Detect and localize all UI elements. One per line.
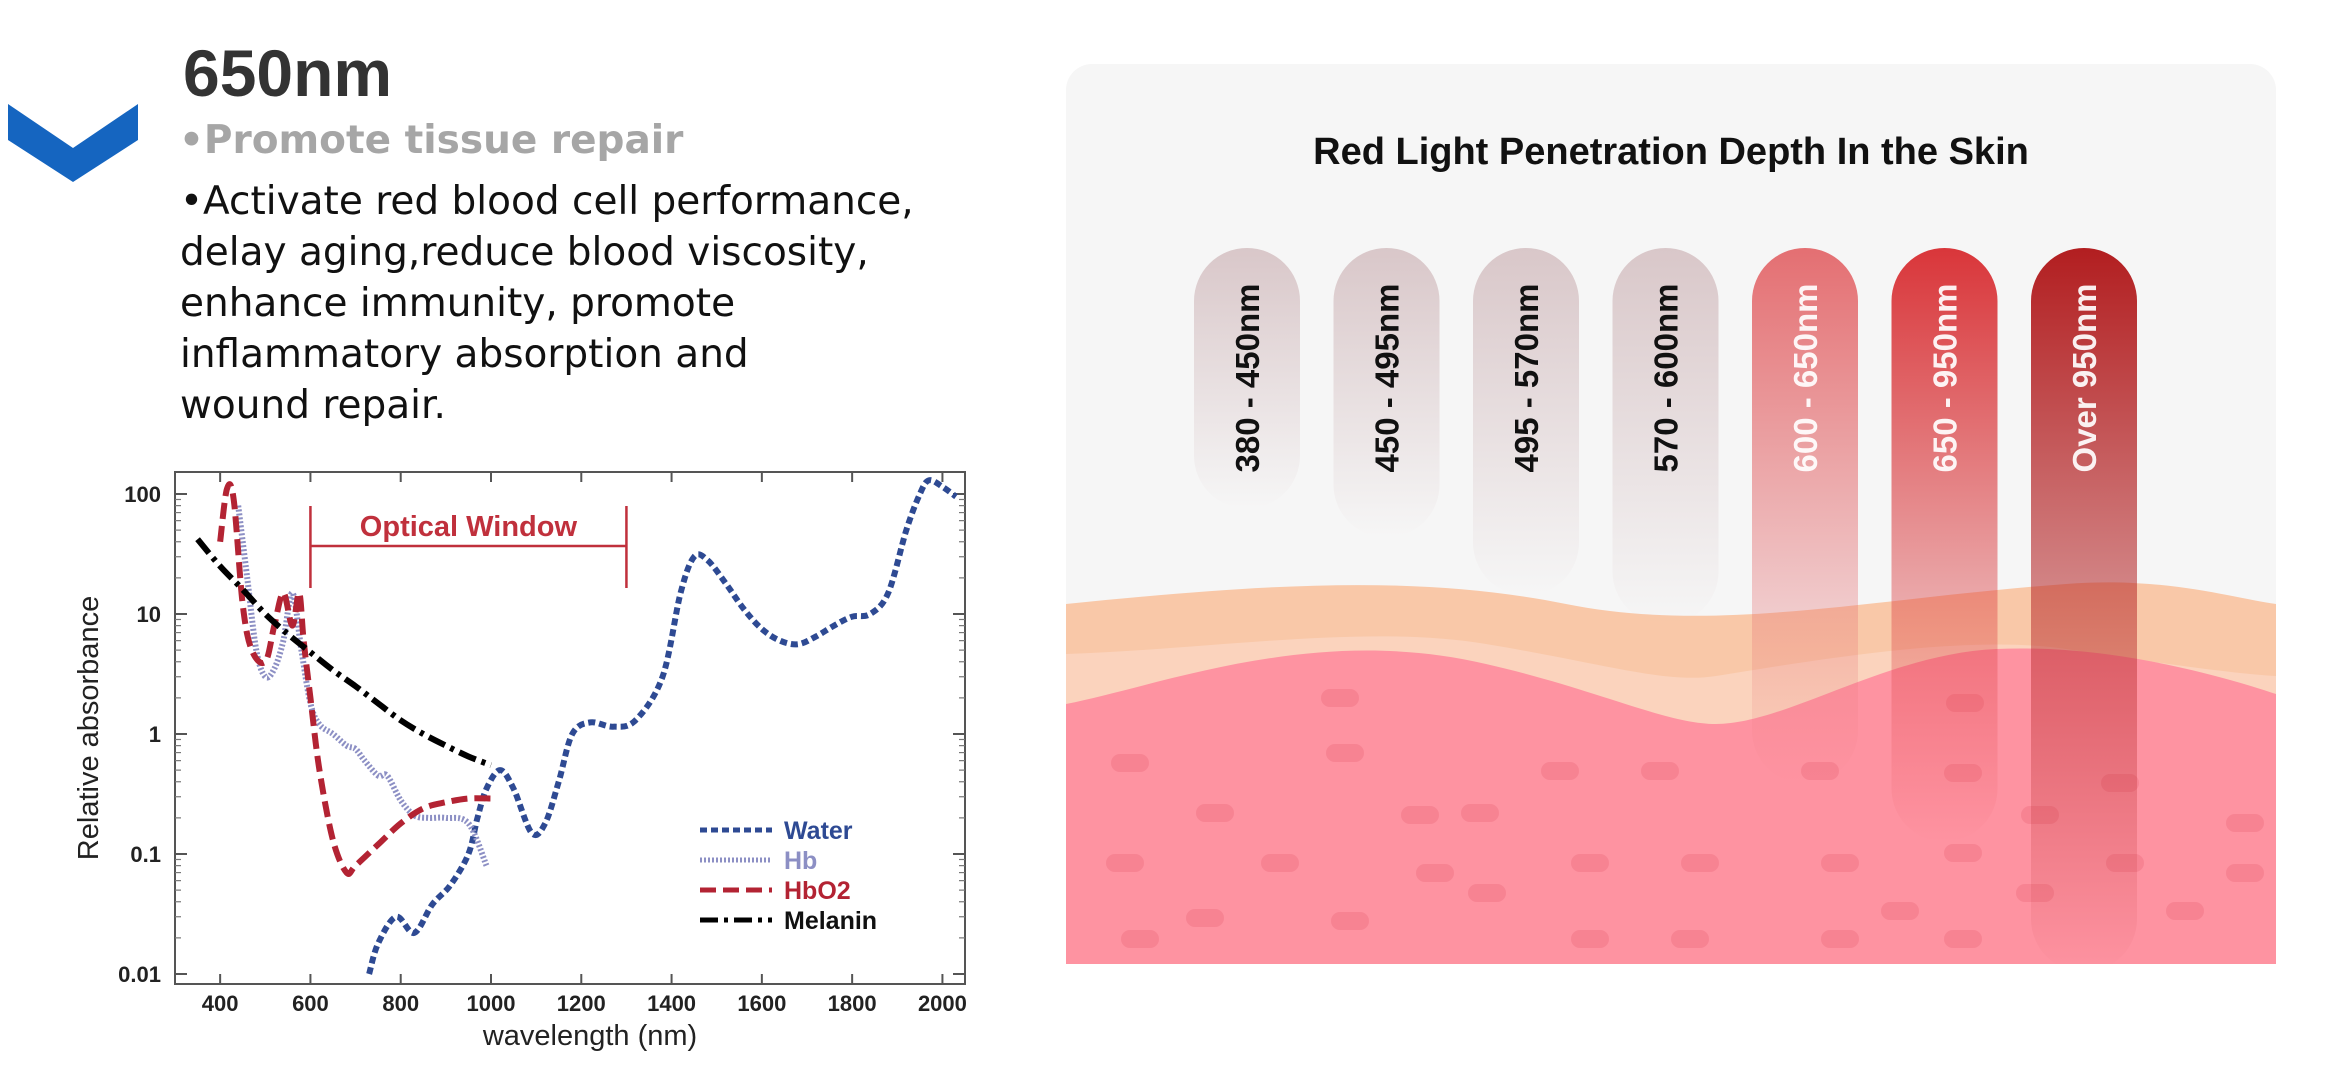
cell-blob [1106,854,1144,872]
y-tick-label: 1 [149,722,161,747]
depth-bar-label: 495 - 570nm [1508,284,1545,473]
cell-blob [1326,744,1364,762]
description: •Activate red blood cell performance, de… [180,176,940,431]
x-tick-label: 400 [202,991,239,1016]
x-tick-label: 800 [382,991,419,1016]
legend-label-melanin: Melanin [784,907,877,935]
depth-bar-label: 600 - 650nm [1787,284,1824,473]
cell-blob [1261,854,1299,872]
x-tick-label: 1000 [467,991,516,1016]
x-tick-label: 1600 [737,991,786,1016]
x-tick-label: 2000 [918,991,967,1016]
x-tick-labels: 400 600 800 1000 1200 1400 1600 1800 2000 [202,991,967,1016]
cell-blob [1196,804,1234,822]
tick-marks [175,472,965,984]
series-line-water [366,477,958,975]
plot-frame [174,471,966,985]
cell-blob [1321,689,1359,707]
cell-blob [1121,930,1159,948]
optical-window-annotation: Optical Window [309,506,628,588]
subtitle: •Promote tissue repair [179,118,684,163]
chevron-down-icon [8,104,138,182]
depth-bar [1194,248,1300,509]
legend-label-hbo2: HbO2 [784,877,851,905]
depth-bars: 380 - 450nm 450 - 495nm 495 - 570nm 570 - 6… [1194,248,2137,968]
cell-blob [1944,844,1982,862]
cell-blob [2226,864,2264,882]
cell-blob [1821,854,1859,872]
cell-blob [2166,902,2204,920]
x-tick-label: 1200 [557,991,606,1016]
y-axis-label: Relative absorbance [73,596,105,860]
depth-bar [1752,248,1858,784]
depth-bar [1612,248,1719,625]
cell-blob [1186,909,1224,927]
cell-blob [1881,902,1919,920]
y-tick-label: 10 [137,602,161,627]
y-tick-label: 100 [124,482,161,507]
wavelength-title: 650nm [183,36,393,110]
description-line: •Activate red blood cell performance, [180,179,914,224]
cell-blob [1681,854,1719,872]
depth-bar [1473,248,1579,596]
cell-blob [2226,814,2264,832]
x-tick-label: 1800 [828,991,877,1016]
cell-blob [1461,804,1499,822]
depth-bar-label: Over 950nm [2066,284,2103,473]
y-tick-labels: 100 10 1 0.1 0.01 [118,482,161,987]
description-line: wound repair. [180,383,446,428]
cell-blob [1541,762,1579,780]
depth-bar-label: 570 - 600nm [1648,284,1685,473]
cell-blob [1468,884,1506,902]
series-group [195,477,958,975]
cell-blob [1111,754,1149,772]
description-line: enhance immunity, promote [180,281,736,326]
cell-blob [1641,762,1679,780]
cell-blob [1671,930,1709,948]
penetration-depth-panel: Red Light Penetration Depth In the Skin … [1066,64,2276,968]
panel-bottom-fill [1066,964,2276,968]
y-tick-label: 0.01 [118,962,161,987]
depth-bar [2031,248,2137,968]
series-line-melanin [195,537,493,768]
cell-blob [1571,930,1609,948]
series-line-hb [235,505,490,867]
cell-blob [1331,912,1369,930]
cell-blob [1944,930,1982,948]
depth-bar [1891,248,1998,842]
x-tick-label: 600 [292,991,329,1016]
y-tick-label: 0.1 [130,842,161,867]
legend-label-water: Water [784,817,853,845]
description-line: inflammatory absorption and [180,332,749,377]
cell-blob [1571,854,1609,872]
cell-blob [1401,806,1439,824]
optical-window-label: Optical Window [360,511,578,543]
depth-bar-label: 450 - 495nm [1369,284,1406,473]
depth-bar [1333,248,1440,538]
x-tick-label: 1400 [647,991,696,1016]
cell-blob [1821,930,1859,948]
absorbance-chart: Optical Window 400 600 800 1000 1200 1400 1600… [73,471,967,1052]
x-axis-label: wavelength (nm) [482,1020,697,1052]
series-line-hbo2 [217,481,492,877]
depth-chart-title: Red Light Penetration Depth In the Skin [1313,131,2029,173]
depth-bar-label: 380 - 450nm [1229,284,1266,473]
legend-label-hb: Hb [784,847,817,875]
cell-blob [1416,864,1454,882]
depth-bar-label: 650 - 950nm [1927,284,1964,473]
description-line: delay aging,reduce blood viscosity, [180,230,869,275]
